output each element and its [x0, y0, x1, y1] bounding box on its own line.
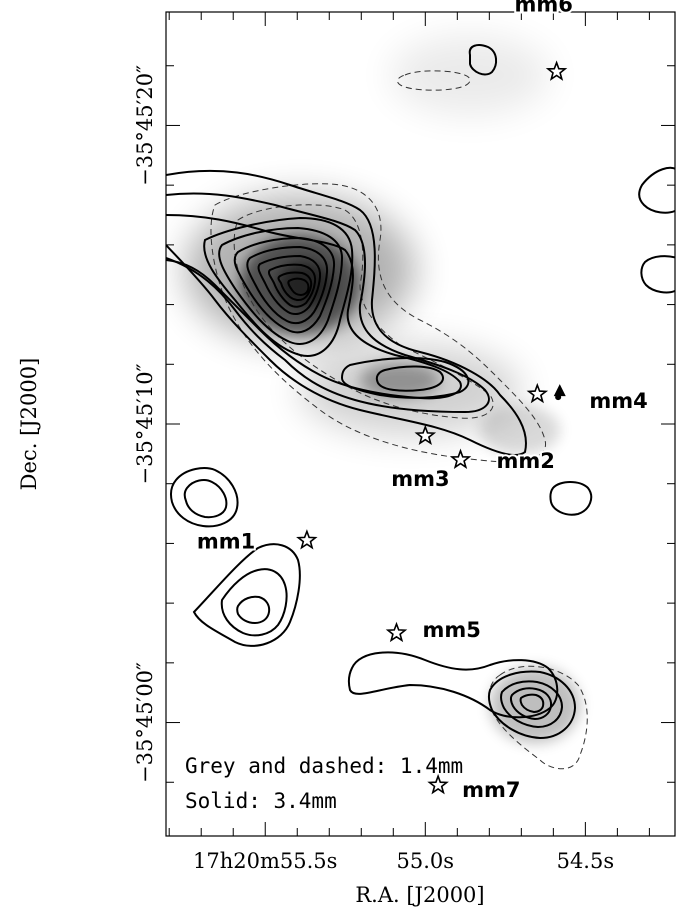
triangle-marker [553, 384, 566, 397]
source-label-mm4: mm4 [589, 389, 647, 413]
source-marker-mm2 [449, 448, 472, 469]
source-label-mm5: mm5 [422, 618, 480, 642]
contour-mm1-c6 [233, 236, 336, 334]
axis-ticks [166, 12, 675, 836]
source-label-mm3: mm3 [391, 467, 449, 491]
contour-mm6-4 [519, 693, 545, 714]
legend: Grey and dashed: 1.4mm Solid: 3.4mm [185, 754, 463, 813]
source-markers [296, 60, 568, 795]
contour-bl-3 [236, 595, 271, 625]
x-tick-label: 55.0s [397, 849, 455, 873]
legend-entry-1: Grey and dashed: 1.4mm [185, 754, 463, 778]
axis-tick-labels: 17h20m55.5s 55.0s 54.5s −35°45′00″ −35°45′10… [133, 65, 614, 873]
source-labels: mm1 mm2 mm3 mm4 mm5 mm6 mm7 [195, 0, 650, 804]
source-marker-mm7 [427, 773, 449, 795]
source-marker-mm4 [526, 382, 549, 404]
contour-mm2-inner [375, 365, 445, 392]
contour-mm1-c10 [277, 271, 313, 302]
contour-mm1-c7 [246, 245, 329, 325]
contour-right-blob [549, 481, 593, 516]
source-label-mm1: mm1 [197, 529, 255, 553]
source-marker-mm5 [385, 621, 408, 643]
dot-marker [555, 394, 562, 401]
source-label-mm6: mm6 [515, 0, 573, 17]
source-marker-mm3 [414, 424, 437, 446]
x-tick-label: 17h20m55.5s [193, 849, 337, 873]
contour-bl-2 [220, 568, 288, 637]
contour-tr-2 [640, 255, 675, 294]
contour-left-1 [170, 467, 239, 528]
source-marker-mm6 [545, 60, 568, 81]
contour-mm1-c8 [257, 254, 322, 316]
y-axis-title: Dec. [J2000] [17, 358, 41, 491]
legend-entry-2: Solid: 3.4mm [185, 789, 337, 813]
x-axis-title: R.A. [J2000] [355, 883, 484, 907]
contour-mm1-outer1 [166, 169, 527, 456]
source-label-mm7: mm7 [462, 778, 520, 802]
contour-mm6-1 [487, 670, 577, 740]
solid-contours [166, 44, 675, 740]
contour-left-2 [183, 479, 228, 519]
contour-bl-1 [192, 543, 301, 647]
y-tick-label: −35°45′00″ [133, 662, 157, 783]
x-tick-label: 54.5s [557, 849, 615, 873]
contour-mm1-c4 [203, 216, 354, 357]
contour-mm1-c11 [287, 277, 310, 297]
contour-mm1-c9 [267, 263, 317, 308]
contour-mm1-outer2 [166, 192, 490, 414]
contour-mm6-3 [509, 687, 553, 721]
contour-mm1-c5 [218, 226, 344, 345]
y-tick-label: −35°45′10″ [133, 363, 157, 484]
contour-mm6-2 [499, 680, 564, 729]
y-tick-label: −35°45′20″ [133, 65, 157, 186]
source-marker-mm1 [296, 529, 318, 550]
source-label-mm2: mm2 [497, 449, 555, 473]
contour-tr-1 [638, 166, 675, 214]
contour-top [468, 44, 498, 76]
contour-mm2-outer [340, 357, 470, 399]
